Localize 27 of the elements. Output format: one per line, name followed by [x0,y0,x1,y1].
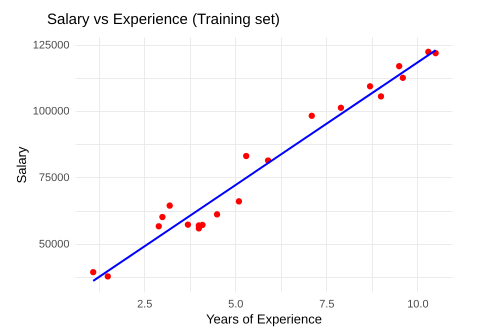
point [366,83,374,90]
x-tick-label: 7.5 [319,298,334,310]
x-axis-title: Years of Experience [206,312,322,326]
point [338,104,344,111]
point [308,112,315,119]
point [104,273,111,280]
chart-title: Salary vs Experience (Training set) [47,11,280,28]
y-tick-label: 75000 [38,172,70,184]
x-tick-label: 10.0 [407,298,429,310]
point [156,223,162,230]
point [90,268,96,276]
y-axis-title: Salary [14,146,29,184]
y-tick-label: 50000 [38,238,70,250]
point [214,211,220,218]
point [184,222,192,228]
point [396,63,402,70]
point [400,74,406,81]
y-tick-label: 100000 [32,106,70,118]
point [166,202,173,209]
point [243,152,250,160]
point [159,214,166,220]
x-tick-label: 2.5 [137,298,152,310]
point [236,198,242,204]
point [199,222,206,228]
x-tick-label: 5.0 [228,298,244,310]
y-tick-label: 125000 [32,39,70,52]
point [378,93,384,100]
